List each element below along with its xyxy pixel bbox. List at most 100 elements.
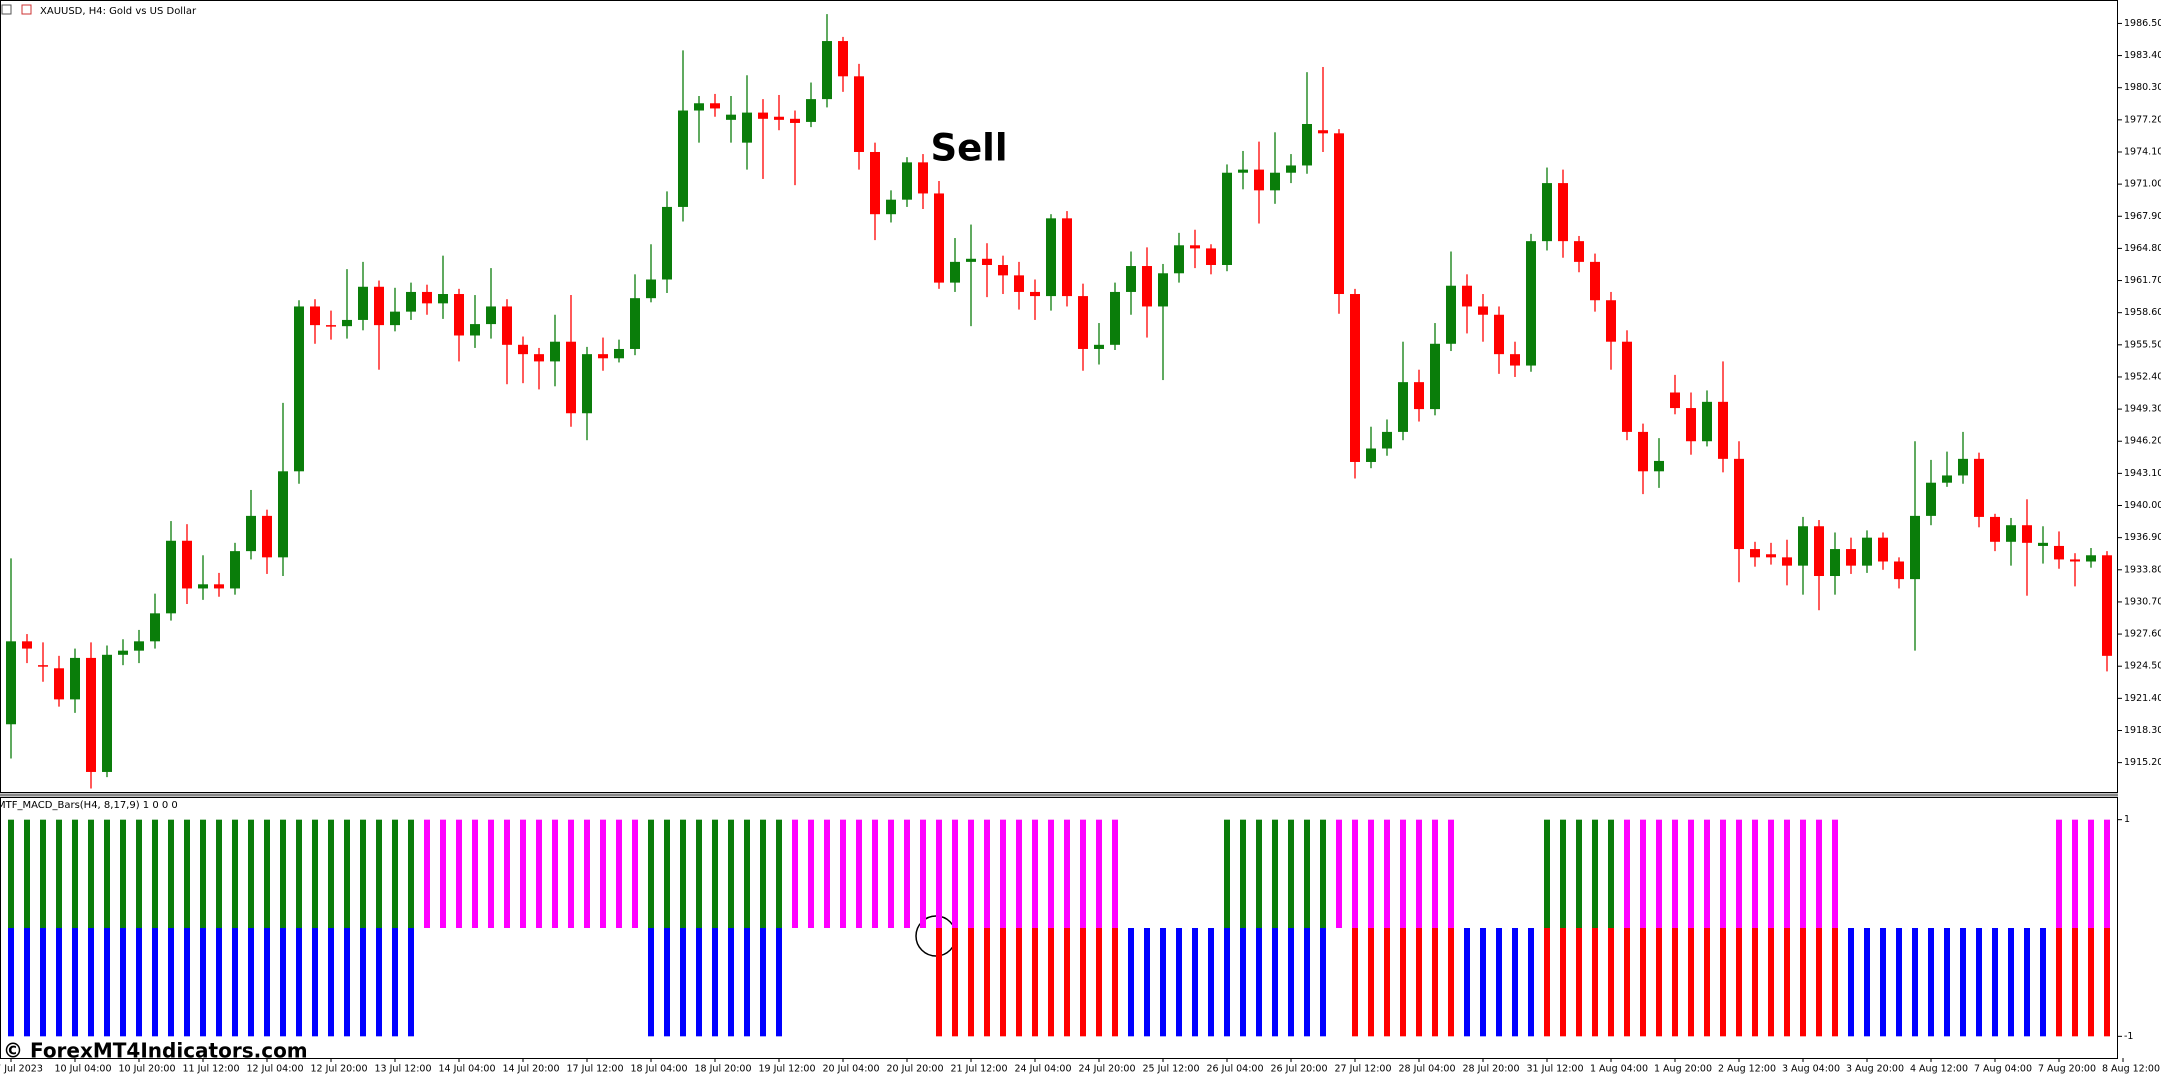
indicator-bar xyxy=(392,928,398,1037)
indicator-bar xyxy=(2072,928,2078,1037)
indicator-bar xyxy=(1688,819,1694,928)
indicator-bar xyxy=(552,819,558,928)
indicator-bar xyxy=(1736,819,1742,928)
indicator-bar xyxy=(168,819,174,928)
indicator-bar xyxy=(744,819,750,928)
indicator-bar xyxy=(1832,928,1838,1037)
y-tick-label: -1 xyxy=(2124,1031,2133,1042)
indicator-bar xyxy=(1848,928,1854,1037)
indicator-bar xyxy=(1688,928,1694,1037)
indicator-bar xyxy=(520,819,526,928)
indicator-bar xyxy=(1224,819,1230,928)
candle-body xyxy=(934,193,944,283)
indicator-bar xyxy=(1768,819,1774,928)
indicator-bar xyxy=(1960,928,1966,1037)
candle-body xyxy=(726,114,736,120)
indicator-bar xyxy=(344,819,350,928)
candle-body xyxy=(1238,169,1248,173)
x-tick-label: 18 Jul 20:00 xyxy=(695,1064,752,1075)
y-tick-label: 1958.60 xyxy=(2124,307,2161,318)
indicator-bar xyxy=(1880,928,1886,1037)
x-tick-label: 17 Jul 12:00 xyxy=(567,1064,624,1075)
indicator-bar xyxy=(1544,819,1550,928)
indicator-bar xyxy=(1656,928,1662,1037)
indicator-bar xyxy=(88,819,94,928)
indicator-bar xyxy=(104,928,110,1037)
candle-body xyxy=(550,341,560,362)
indicator-bar xyxy=(8,819,14,928)
indicator-bar xyxy=(744,928,750,1037)
candle-body xyxy=(1062,218,1072,297)
y-tick-label: 1974.10 xyxy=(2124,146,2161,157)
candle-body xyxy=(806,99,816,122)
indicator-bar xyxy=(264,928,270,1037)
candle-body xyxy=(710,103,720,109)
indicator-bar xyxy=(1064,928,1070,1037)
candle-body xyxy=(1606,300,1616,342)
x-tick-label: 25 Jul 12:00 xyxy=(1143,1064,1200,1075)
indicator-bar xyxy=(1992,928,1998,1037)
indicator-bar xyxy=(280,819,286,928)
candle-body xyxy=(1446,285,1456,344)
y-tick-label: 1924.50 xyxy=(2124,661,2161,672)
candle-body xyxy=(774,116,784,120)
candle-body xyxy=(486,306,496,325)
candle-body xyxy=(22,641,32,649)
indicator-bar xyxy=(136,928,142,1037)
indicator-bar xyxy=(1864,928,1870,1037)
candle-body xyxy=(1126,266,1136,292)
candle-body xyxy=(662,206,672,280)
indicator-bar xyxy=(1000,928,1006,1037)
candle-body xyxy=(1254,169,1264,191)
y-tick-label: 1918.30 xyxy=(2124,725,2161,736)
indicator-bar xyxy=(696,819,702,928)
candle-body xyxy=(230,551,240,589)
candle-body xyxy=(1494,314,1504,355)
indicator-bar xyxy=(1928,928,1934,1037)
indicator-bar xyxy=(1768,928,1774,1037)
indicator-bar xyxy=(1240,819,1246,928)
x-tick-label: 11 Jul 12:00 xyxy=(183,1064,240,1075)
y-tick-label: 1955.50 xyxy=(2124,339,2161,350)
indicator-bar xyxy=(1736,928,1742,1037)
indicator-bar xyxy=(392,819,398,928)
indicator-bar xyxy=(1896,928,1902,1037)
indicator-bar xyxy=(1512,928,1518,1037)
indicator-bar xyxy=(2104,928,2110,1037)
indicator-bar xyxy=(1048,928,1054,1037)
candle-body xyxy=(1686,408,1696,442)
indicator-bar xyxy=(1592,928,1598,1037)
candle-body xyxy=(2070,559,2080,562)
indicator-bar xyxy=(696,928,702,1037)
candle-body xyxy=(454,294,464,336)
candle-body xyxy=(294,306,304,472)
indicator-bar xyxy=(1096,819,1102,928)
indicator-bar xyxy=(1400,819,1406,928)
indicator-bar xyxy=(952,819,958,928)
indicator-bar xyxy=(824,819,830,928)
indicator-bar xyxy=(1368,819,1374,928)
indicator-bar xyxy=(24,819,30,928)
indicator-bar xyxy=(1080,819,1086,928)
indicator-bar xyxy=(88,928,94,1037)
x-tick-label: 8 Aug 12:00 xyxy=(2102,1064,2160,1075)
indicator-bar xyxy=(1128,928,1134,1037)
candle-body xyxy=(1830,549,1840,577)
candle-body xyxy=(502,306,512,345)
y-tick-label: 1980.30 xyxy=(2124,82,2161,93)
indicator-bar xyxy=(1640,928,1646,1037)
indicator-bar xyxy=(1112,819,1118,928)
candle-body xyxy=(678,110,688,207)
indicator-bar xyxy=(488,819,494,928)
indicator-bar xyxy=(1592,819,1598,928)
candle-body xyxy=(646,279,656,299)
candle-body xyxy=(694,103,704,111)
indicator-bar xyxy=(1400,928,1406,1037)
indicator-bar xyxy=(216,928,222,1037)
x-tick-label: 1 Aug 20:00 xyxy=(1654,1064,1712,1075)
candle-body xyxy=(1622,341,1632,432)
candle-body xyxy=(1046,218,1056,297)
candle-body xyxy=(1526,241,1536,366)
indicator-bar xyxy=(2088,819,2094,928)
